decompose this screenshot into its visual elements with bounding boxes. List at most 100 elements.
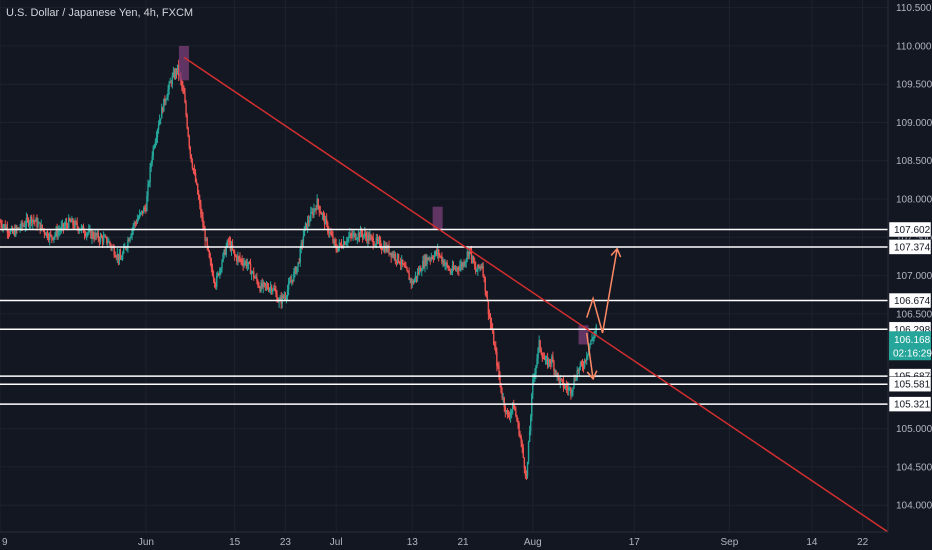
candle-body [394,254,397,260]
candle-body [552,356,554,362]
candle-body [303,226,306,237]
candle-body [188,136,190,147]
candle-body [342,241,345,248]
candle-body [568,388,570,390]
countdown-label: 02:16:29 [893,348,932,359]
level-label: 107.374 [894,242,931,253]
candle-body [321,213,324,215]
candle-body [190,154,193,162]
candle-body [368,234,370,241]
price-axis[interactable]: 110.500 110.000 109.500 109.000 108.500 108.0… [887,0,932,550]
level-label: 106.674 [894,296,931,307]
candle-body [359,229,362,238]
trendline [183,56,889,533]
candle-body [337,247,339,252]
candle-body [436,249,439,254]
candle-body [497,365,499,367]
candle-body [416,271,419,278]
candle-body [89,229,91,231]
candle-body [309,220,311,223]
candle-body [378,239,381,241]
candle-body [442,260,444,263]
candle-body [157,124,160,130]
candle-body [455,267,458,270]
level-label: 105.321 [894,400,931,411]
candle-body [214,283,217,287]
candle-body [105,236,107,238]
candle-body [485,291,487,297]
candle-body [467,251,470,256]
candle-body [177,64,180,76]
candle-body [148,182,150,185]
candle-body [153,146,156,148]
candle-body [36,218,38,227]
candle-body [68,218,70,228]
candle-body [223,249,225,254]
candle-body [392,253,394,257]
candle-body [377,239,380,241]
candle-body [267,288,270,291]
candle-body [423,260,425,267]
candle-body [259,287,261,292]
candle-body [424,256,426,267]
candle-body [164,98,166,103]
candle-body [222,253,224,262]
candle-body [558,377,560,384]
candle-body [131,229,133,236]
candle-body [4,224,6,230]
candle-body [514,408,516,411]
candle-body [381,249,384,251]
time-tick-label: 14 [806,537,818,548]
candle-body [44,233,47,236]
candle-body [571,391,573,395]
candle-body [444,264,446,266]
candle-body [163,98,165,112]
candle-body [108,241,110,243]
candle-body [510,409,513,413]
candle-body [569,387,571,389]
candle-body [92,232,94,238]
candle-body [202,217,204,227]
candle-body [311,211,313,213]
candle-body [25,218,28,226]
projection-arrow [586,248,618,334]
candle-body [529,416,532,432]
candle-body [172,72,175,77]
level-label: 107.602 [894,225,931,236]
candle-body [374,244,376,246]
candle-body [340,244,343,247]
candle-body [50,234,52,236]
candle-body [55,229,57,235]
arrow-head [610,247,622,258]
candle-body [344,243,347,245]
candle-body [199,199,201,205]
candle-body [127,239,129,248]
candle-body [300,243,302,249]
time-axis[interactable]: 9 Jun 15 23 Jul 13 21 Aug 17 Sep 14 22 [0,531,932,550]
candle-body [559,378,561,384]
candle-body [165,99,167,103]
candle-body [103,236,106,238]
candle-body [465,258,467,263]
candle-body [383,245,385,250]
projection-arrows [585,247,622,381]
candle-body [348,236,350,239]
candle-body [35,218,37,222]
candle-body [380,247,383,250]
time-tick-label: 22 [857,537,869,548]
candle-body [65,223,68,226]
candle-body [554,370,556,372]
candle-body [81,225,84,227]
candle-body [158,119,161,125]
candle-body [376,237,379,241]
candle-body [250,272,253,275]
candle-body [364,232,366,235]
level-label-bg [888,376,932,392]
candle-body [464,262,466,266]
candle-body [346,242,348,244]
candle-body [435,251,438,254]
candle-body [307,220,310,223]
candle-body [591,339,593,341]
candle-body [120,259,123,261]
